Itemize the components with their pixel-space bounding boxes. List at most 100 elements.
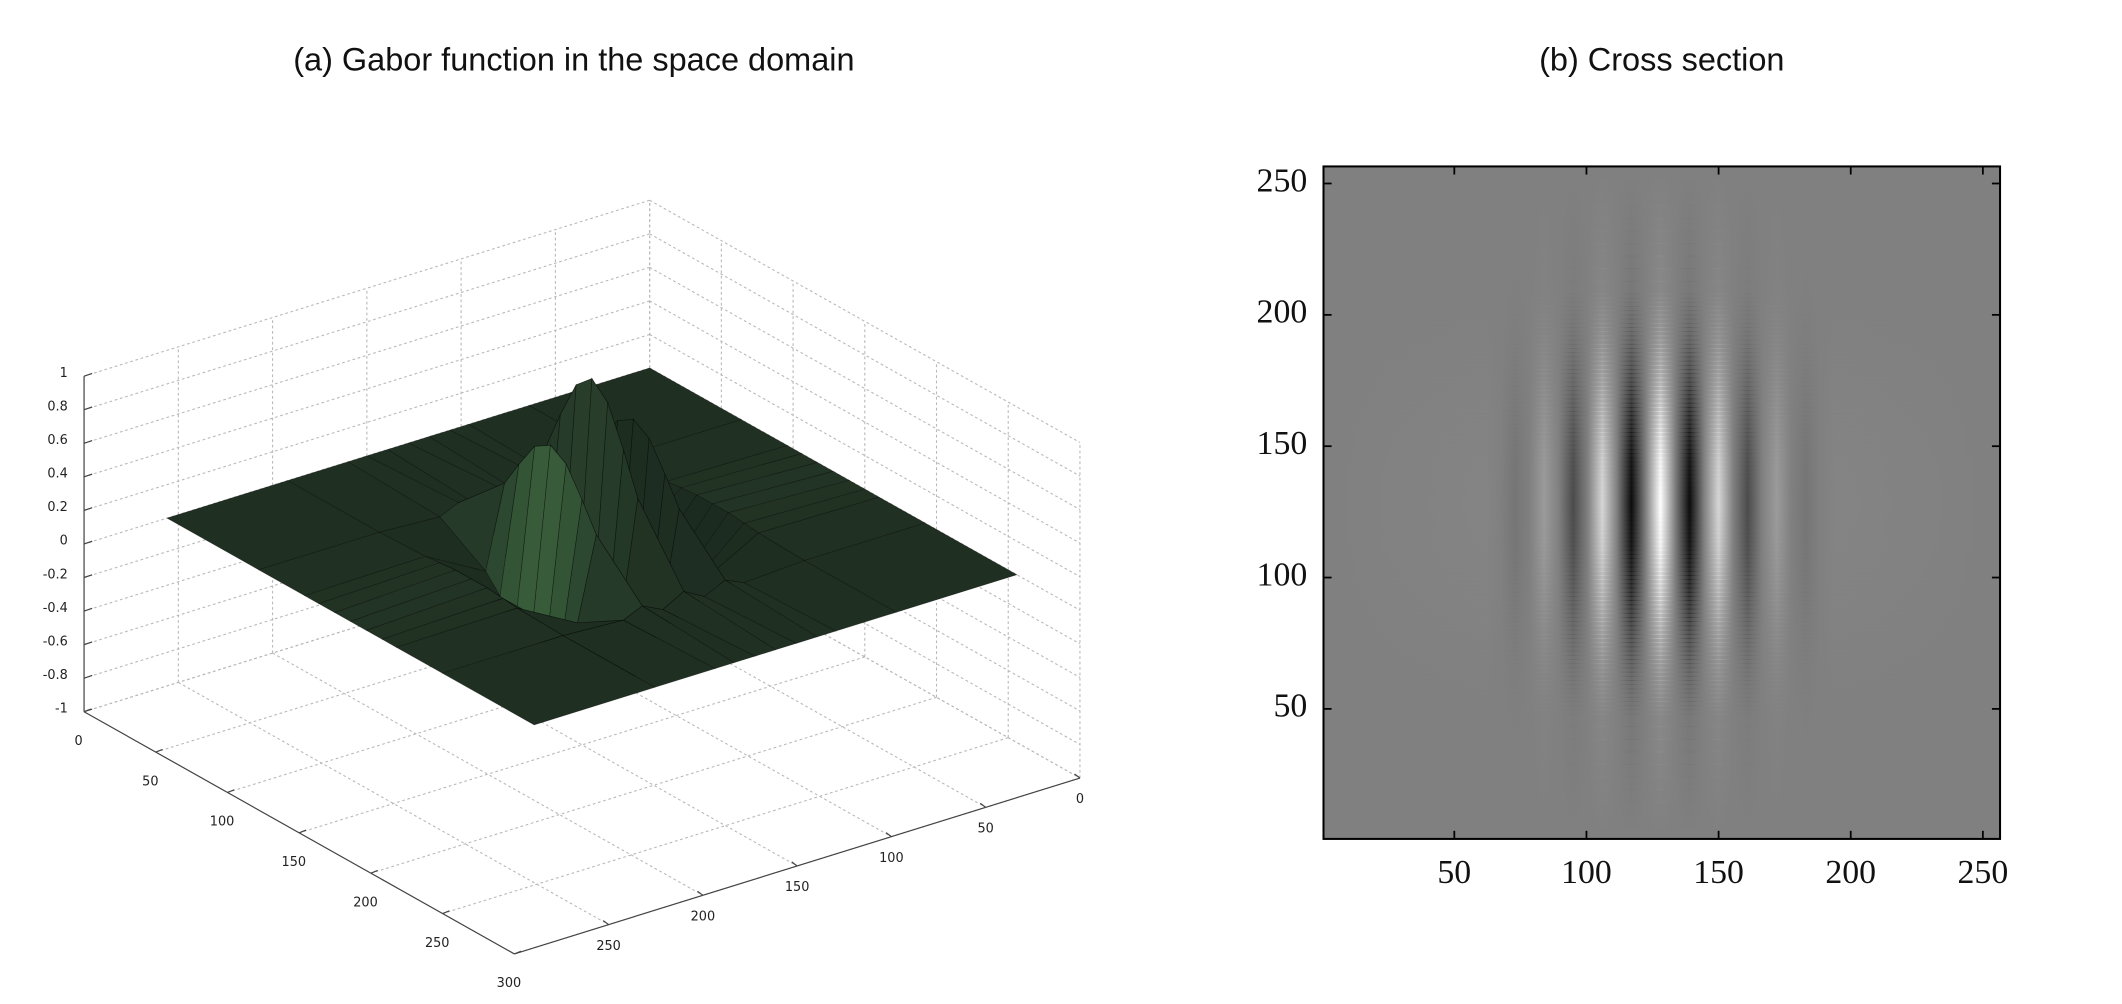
- y-tick-label: 150: [282, 855, 307, 870]
- grid-line: [649, 233, 1081, 477]
- image-strip: [1323, 495, 1999, 501]
- grid-line: [649, 266, 1081, 511]
- grid-line: [83, 233, 650, 411]
- image-strip: [1323, 427, 1999, 433]
- z-tick-label: 0.6: [47, 433, 67, 448]
- image-strip: [1322, 815, 1999, 828]
- image-strip: [1323, 482, 1999, 488]
- panel-b-title: (b) Cross section: [1539, 41, 1784, 77]
- image-strip: [1323, 541, 1999, 547]
- image-strip: [1323, 453, 1999, 459]
- image-strip: [1323, 591, 1999, 597]
- image-strip: [1323, 638, 1999, 644]
- grid-line: [83, 266, 650, 444]
- image-strip: [1323, 675, 1999, 681]
- z-tick-label: -0.6: [43, 634, 68, 649]
- image-strip: [1323, 394, 1999, 400]
- image-strip: [1322, 789, 1999, 802]
- image-strip: [1323, 507, 1999, 513]
- tick-mark: [979, 802, 987, 808]
- image-strip: [1323, 419, 1999, 425]
- x-tick-label: 250: [1958, 854, 2009, 891]
- tick-mark: [1074, 773, 1081, 779]
- y-tick-label: 150: [1257, 425, 1308, 462]
- y-tick-label: 50: [142, 774, 158, 789]
- image-strip: [1323, 465, 1999, 471]
- x-tick-label: 250: [596, 939, 621, 954]
- image-strip: [1323, 457, 1999, 463]
- y-tick-label: 200: [1257, 294, 1308, 331]
- image-strip: [1323, 726, 1999, 740]
- image-strip: [1323, 511, 1999, 518]
- image-strip: [1323, 255, 1999, 270]
- panel-a-title: (a) Gabor function in the space domain: [293, 41, 854, 77]
- image-layer: [1322, 193, 1999, 828]
- image-strip: [1322, 230, 1999, 243]
- tick-mark: [83, 708, 92, 713]
- image-strip: [1323, 499, 1999, 505]
- image-strip: [1323, 738, 1999, 753]
- x-tick-label: 100: [1561, 854, 1612, 891]
- y-tick-label: 250: [425, 936, 450, 951]
- image-strip: [1323, 705, 1999, 711]
- image-strip: [1323, 314, 1999, 320]
- image-strip: [1323, 667, 1999, 673]
- image-strip: [1323, 402, 1999, 408]
- image-strip: [1322, 205, 1999, 218]
- image-strip: [1323, 587, 1999, 593]
- image-strip: [1323, 474, 1999, 480]
- surface-cell: [441, 635, 656, 726]
- image-strip: [1323, 381, 1999, 387]
- image-strip: [1323, 524, 1999, 530]
- image-strip: [1323, 377, 1999, 383]
- image-strip: [1323, 575, 1999, 581]
- image-strip: [1323, 566, 1999, 572]
- image-strip: [1323, 608, 1999, 614]
- image-strip: [1322, 764, 1999, 777]
- image-strip: [1323, 343, 1999, 349]
- image-strip: [1322, 193, 1999, 206]
- image-strip: [1323, 301, 1999, 307]
- image-strip: [1323, 713, 1999, 728]
- image-strip: [1323, 604, 1999, 610]
- image-strip: [1323, 516, 1999, 522]
- x-tick-label: 0: [1076, 792, 1084, 807]
- z-tick-label: -0.2: [43, 567, 68, 582]
- image-plot: 50 100 150 200 250 50 100 150 200 250: [1257, 162, 2009, 891]
- image-strip: [1323, 650, 1999, 656]
- image-strip: [1323, 600, 1999, 606]
- tick-mark: [83, 406, 93, 411]
- image-strip: [1323, 751, 1999, 765]
- image-strip: [1323, 503, 1999, 509]
- image-strip: [1323, 322, 1999, 328]
- x-tick-label: 150: [785, 880, 810, 895]
- image-strip: [1323, 680, 1999, 686]
- image-strip: [1323, 478, 1999, 484]
- grid-line: [299, 656, 865, 834]
- z-tick-label: -0.8: [43, 668, 68, 683]
- tick-mark: [83, 507, 93, 511]
- image-strip: [1323, 625, 1999, 631]
- z-tick-label: -1: [55, 702, 68, 717]
- x-tick-label: 100: [879, 851, 904, 866]
- z-tick-label: 0: [60, 534, 68, 549]
- image-strip: [1323, 360, 1999, 366]
- tick-mark: [227, 789, 235, 794]
- image-strip: [1323, 432, 1999, 438]
- image-strip: [1323, 545, 1999, 551]
- z-tick-label: 1: [60, 366, 68, 381]
- image-strip: [1323, 659, 1999, 665]
- tick-mark: [885, 832, 892, 838]
- image-strip: [1323, 596, 1999, 602]
- image-strip: [1322, 802, 1999, 815]
- image-strip: [1323, 448, 1999, 454]
- image-strip: [1323, 633, 1999, 639]
- image-strip: [1323, 352, 1999, 358]
- plot-frame: [1322, 165, 2002, 840]
- image-strip: [1323, 617, 1999, 623]
- image-strip: [1323, 280, 1999, 295]
- image-strip: [1323, 688, 1999, 694]
- y-tick-label: 0: [75, 734, 83, 749]
- tick-mark: [83, 540, 93, 545]
